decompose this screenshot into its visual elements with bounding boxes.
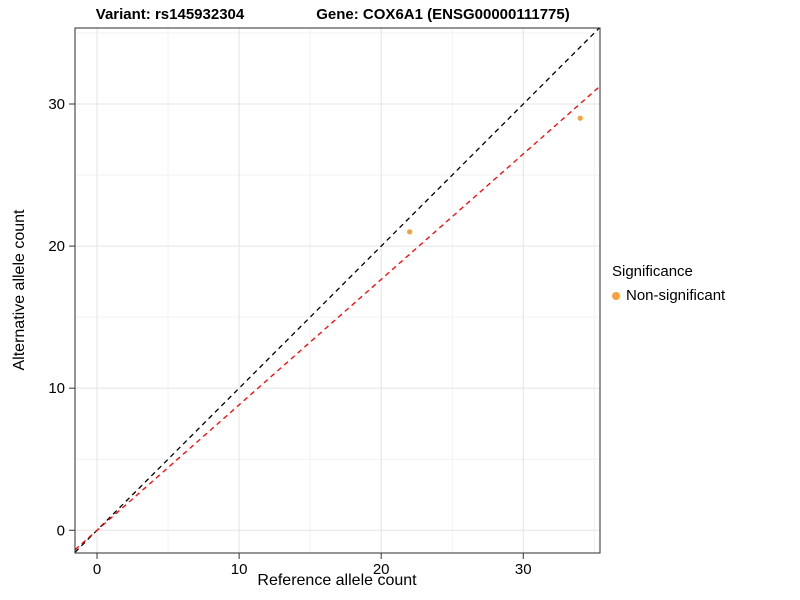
y-tick-label: 20 (48, 238, 65, 255)
legend-entry-label: Non-significant (626, 287, 726, 304)
x-tick-label: 30 (515, 561, 532, 578)
x-axis-title: Reference allele count (257, 572, 417, 589)
x-tick-label: 20 (373, 561, 390, 578)
panel-border (74, 27, 601, 554)
legend: Significance Non-significant (612, 263, 725, 304)
data-point (577, 115, 583, 121)
legend-title: Significance (612, 263, 693, 280)
x-tick-label: 0 (93, 561, 101, 578)
plot-title-gene: Gene: COX6A1 (ENSG00000111775) (316, 6, 570, 23)
y-tick-label: 10 (48, 380, 65, 397)
y-tick-label: 30 (48, 96, 65, 113)
x-tick-label: 10 (231, 561, 248, 578)
legend-entry: Non-significant (612, 287, 725, 304)
y-tick-label: 0 (57, 522, 65, 539)
identity-line (75, 28, 600, 553)
legend-point-icon (612, 291, 620, 300)
plot-title-variant: Variant: rs145932304 (95, 6, 245, 23)
data-point (407, 229, 413, 235)
